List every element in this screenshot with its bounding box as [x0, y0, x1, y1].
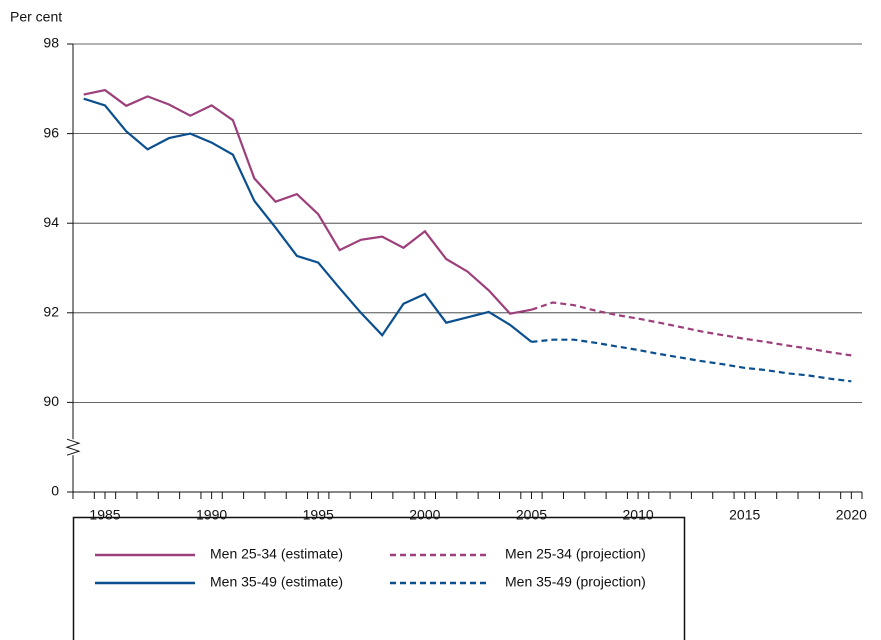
x-tick-label: 2020 [836, 507, 867, 523]
legend-box [72, 516, 686, 640]
y-axis-label: Per cent [10, 9, 62, 25]
axis-break-gap [65, 439, 81, 456]
y-tick-label: 0 [51, 483, 59, 499]
series-line [531, 301, 852, 357]
legend-label: Men 35-49 (projection) [505, 574, 646, 590]
legend-label: Men 35-49 (estimate) [210, 574, 343, 590]
x-tick-label: 2000 [409, 507, 440, 523]
y-tick-label: 98 [43, 35, 59, 51]
series-line [83, 97, 533, 343]
legend-label: Men 25-34 (estimate) [210, 546, 343, 562]
legend-label: Men 25-34 (projection) [505, 546, 646, 562]
x-tick-label: 1985 [89, 507, 120, 523]
y-tick-label: 92 [43, 304, 59, 320]
x-tick-label: 2005 [516, 507, 547, 523]
x-tick-label: 1995 [303, 507, 334, 523]
y-tick-label: 90 [43, 393, 59, 409]
x-tick-label: 2010 [623, 507, 654, 523]
y-tick-label: 96 [43, 124, 59, 140]
axis-break [65, 438, 81, 456]
y-tick-label: 94 [43, 214, 59, 230]
x-tick-label: 1990 [196, 507, 227, 523]
series-line [531, 338, 852, 383]
x-tick-label: 2015 [729, 507, 760, 523]
series-line [83, 88, 532, 315]
